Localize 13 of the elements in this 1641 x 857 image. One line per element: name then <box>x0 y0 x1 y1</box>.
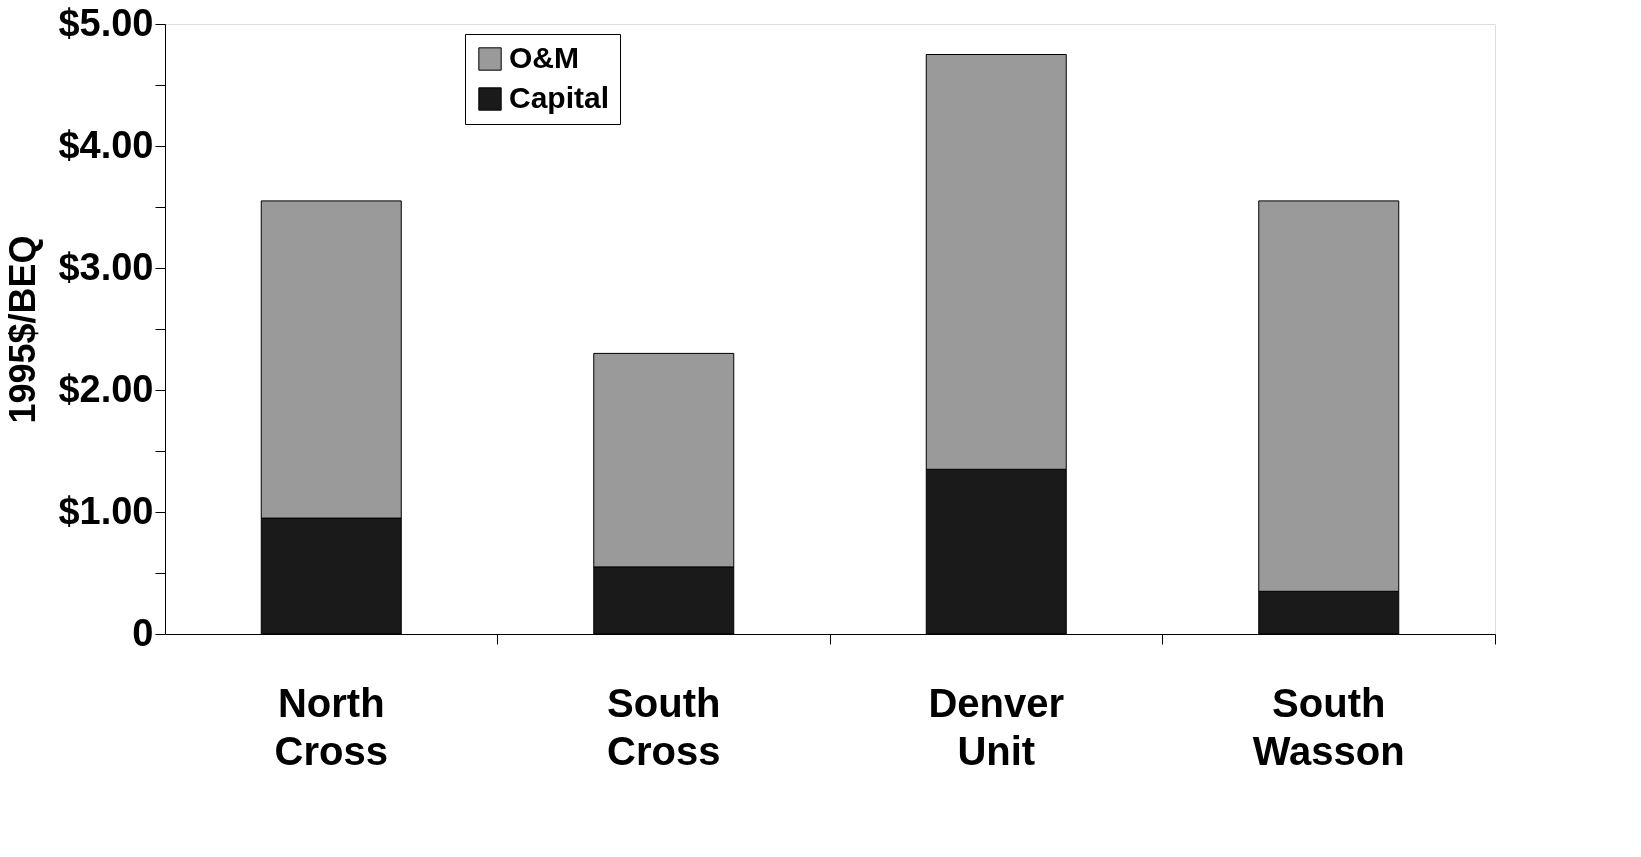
y-tick-label: $4.00 <box>58 123 154 166</box>
y-axis-title: 1995$/BEQ <box>2 235 44 424</box>
x-tick-label: South Cross <box>607 680 721 773</box>
y-tick-label: $2.00 <box>58 367 154 410</box>
y-tick-label: $5.00 <box>58 1 154 44</box>
x-tick-label: Denver Unit <box>928 680 1065 773</box>
y-tick-label: $3.00 <box>58 245 154 288</box>
y-tick-label: $1.00 <box>58 489 154 532</box>
x-tick-label: North Cross <box>274 680 388 773</box>
x-tick-label: South Wasson <box>1252 680 1405 773</box>
y-tick-label: 0 <box>132 611 154 654</box>
legend-label: Capital <box>509 81 610 114</box>
legend-label: O&M <box>509 41 579 74</box>
